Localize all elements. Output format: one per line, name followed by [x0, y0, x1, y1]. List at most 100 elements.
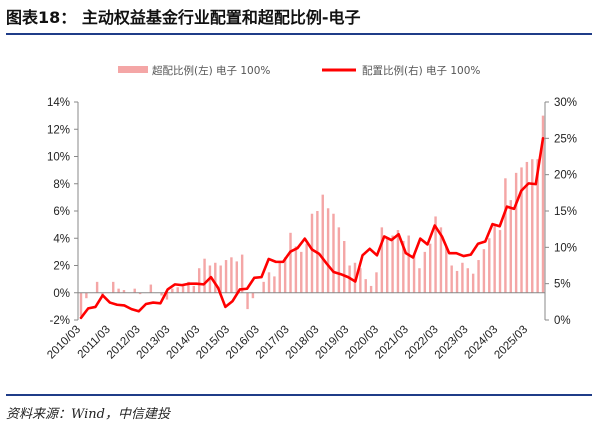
bar: [412, 254, 416, 293]
bar: [402, 240, 405, 293]
bar: [359, 268, 362, 293]
bar: [240, 254, 244, 293]
bar: [386, 238, 389, 293]
bar: [450, 265, 453, 293]
bar: [332, 213, 335, 293]
bar: [525, 161, 529, 293]
bar: [509, 200, 512, 293]
bar: [160, 292, 163, 296]
bar: [455, 270, 459, 293]
bar: [262, 281, 265, 293]
bar: [380, 227, 384, 293]
bar: [230, 257, 233, 293]
source-note: 资料来源：Wind，中信建投: [6, 407, 170, 422]
bar: [407, 235, 410, 293]
bar: [396, 230, 400, 293]
bar: [536, 159, 539, 293]
bar: [181, 284, 185, 293]
bar: [219, 265, 222, 293]
bar: [165, 292, 169, 300]
bar: [138, 292, 142, 295]
bar: [289, 232, 292, 293]
bar: [471, 273, 475, 293]
bar: [214, 262, 217, 293]
bar: [337, 227, 341, 293]
line-series: [79, 137, 545, 320]
left-tick-label: 0%: [53, 288, 70, 300]
right-axis-ticks: 0% 5% 10% 15% 20% 25% 30%: [545, 97, 577, 327]
bar: [149, 284, 153, 293]
title-underline: [6, 33, 592, 35]
bar: [122, 290, 126, 293]
bar: [428, 243, 432, 293]
bar: [310, 213, 314, 293]
bar: [300, 251, 303, 293]
bar: [541, 115, 545, 293]
bar: [321, 194, 324, 293]
bar: [343, 240, 346, 293]
bar: [171, 288, 174, 293]
bar: [133, 288, 136, 293]
bar: [520, 167, 523, 293]
bar: [326, 208, 330, 293]
bar: [493, 224, 496, 293]
right-tick-label: 30%: [554, 97, 577, 109]
bar: [434, 216, 437, 293]
bar: [488, 238, 491, 293]
bar: [305, 243, 308, 293]
left-tick-label: -2%: [50, 315, 70, 327]
left-tick-label: 12%: [47, 124, 70, 136]
legend-bar-label: 超配比例(左) 电子 100%: [152, 64, 270, 77]
legend-line-label: 配置比例(右) 电子 100%: [362, 64, 480, 77]
bar: [514, 172, 518, 293]
bar: [117, 288, 120, 293]
bar: [278, 262, 281, 293]
bar: [112, 281, 115, 293]
bar: [477, 260, 480, 293]
bar: [283, 257, 287, 293]
bar: [498, 230, 502, 293]
bar: [375, 272, 378, 293]
legend: 超配比例(左) 电子 100% 配置比例(右) 电子 100%: [118, 64, 480, 77]
bar: [294, 246, 298, 293]
bar: [246, 292, 249, 310]
bar: [203, 258, 206, 293]
bar: [95, 281, 99, 293]
x-axis-ticks: 2010/032011/032012/032013/032014/032015/…: [45, 324, 530, 362]
bar: [466, 268, 469, 293]
right-tick-label: 15%: [554, 206, 577, 218]
bar: [423, 251, 427, 293]
bar: [197, 268, 201, 293]
bar: [418, 268, 421, 293]
bar: [79, 292, 83, 316]
bar: [176, 287, 179, 293]
bar: [391, 235, 394, 293]
bar: [187, 281, 190, 293]
footer-rule: [6, 394, 592, 396]
left-tick-label: 6%: [53, 206, 70, 218]
left-tick-label: 10%: [47, 152, 70, 164]
left-tick-label: 4%: [53, 233, 70, 245]
right-tick-label: 5%: [554, 279, 571, 291]
bar: [504, 178, 507, 293]
x-tick-label: 2025/03: [492, 324, 530, 362]
bar: [251, 292, 255, 299]
bar: [273, 276, 276, 293]
figure-title: 图表18： 主动权益基金行业配置和超配比例-电子: [6, 8, 361, 27]
bar: [364, 279, 367, 293]
bar: [353, 262, 357, 293]
bar: [461, 262, 464, 293]
bar: [267, 272, 271, 293]
left-tick-label: 14%: [47, 97, 70, 109]
left-axis-ticks: -2% 0% 2% 4% 6% 8% 10% 12% 14%: [47, 97, 78, 327]
x-tick-label: 2010/03: [45, 324, 83, 362]
right-tick-label: 20%: [554, 170, 577, 182]
bar: [445, 246, 448, 293]
series-line: [79, 137, 545, 320]
bar: [235, 261, 238, 293]
bar: [482, 249, 486, 293]
bar: [192, 285, 196, 293]
legend-bar-swatch: [118, 66, 148, 73]
bar: [369, 285, 373, 293]
